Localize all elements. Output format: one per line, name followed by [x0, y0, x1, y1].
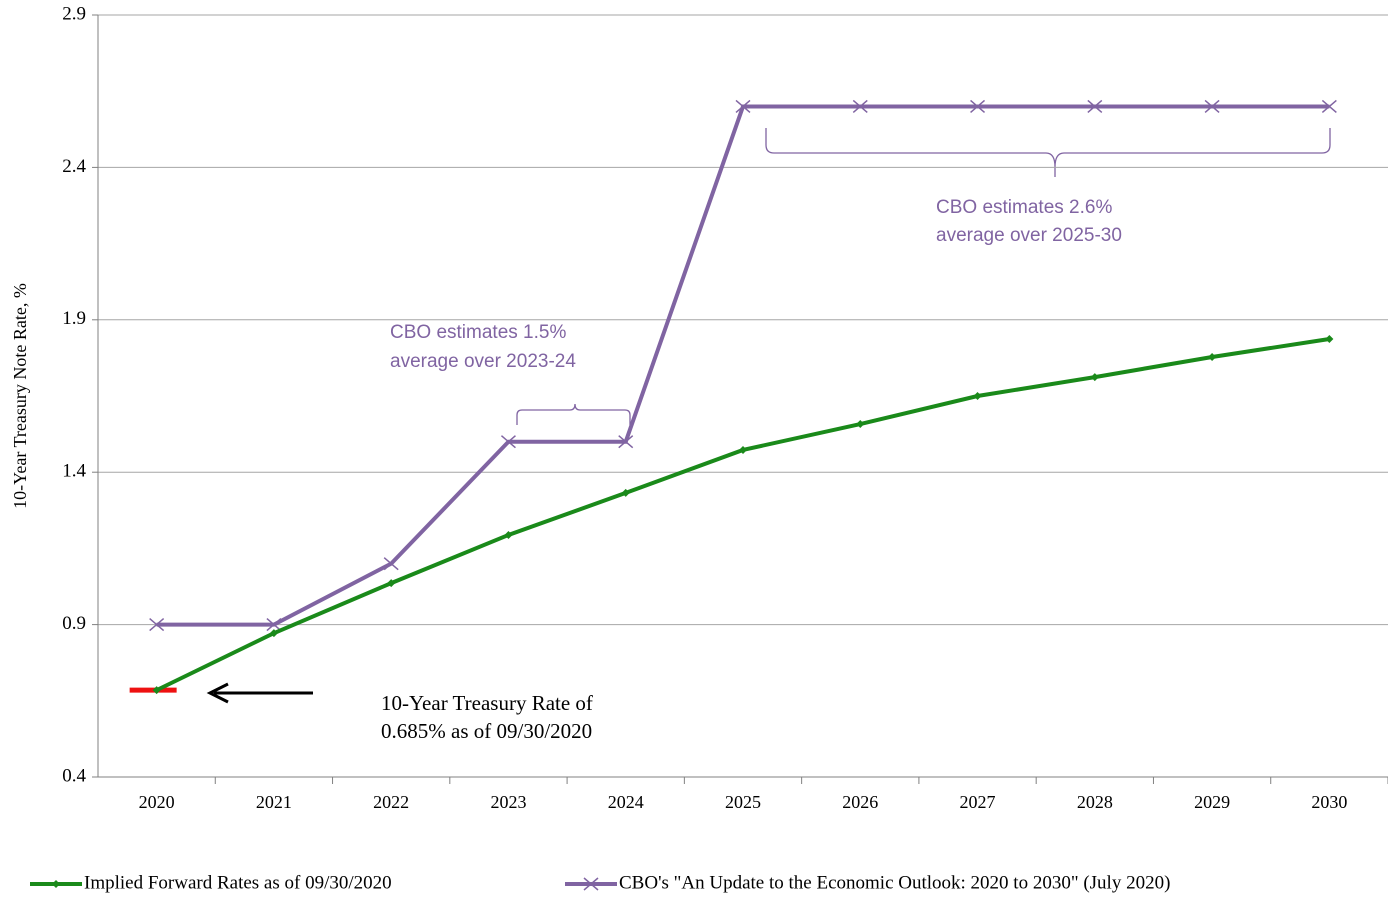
bracket	[765, 128, 1331, 177]
annotation: average over 2025-30	[936, 225, 1122, 246]
x-tick-label: 2020	[139, 792, 175, 812]
x-tick-label: 2023	[490, 792, 526, 812]
point	[1325, 335, 1334, 344]
legend-label: Implied Forward Rates as of 09/30/2020	[84, 872, 392, 893]
point	[152, 686, 161, 695]
point	[500, 435, 516, 449]
point	[856, 420, 865, 429]
annotation: CBO estimates 2.6%	[936, 197, 1112, 218]
point	[1090, 373, 1099, 382]
annotation: 0.685% as of 09/30/2020	[381, 719, 592, 743]
point	[269, 629, 278, 638]
point	[973, 392, 982, 400]
point	[1204, 99, 1220, 114]
y-tick-label: 0.9	[62, 613, 86, 634]
y-tick-label: 2.9	[62, 3, 86, 24]
point	[621, 488, 630, 497]
x-tick-label: 2021	[256, 792, 292, 812]
y-tick-label: 0.4	[62, 765, 86, 786]
legend-marker	[583, 877, 599, 891]
point	[970, 99, 986, 114]
y-axis-label: 10-Year Treasury Note Rate, %	[10, 283, 30, 509]
y-tick-label: 1.9	[62, 308, 86, 329]
x-tick-label: 2030	[1311, 792, 1347, 812]
point	[735, 99, 751, 114]
point	[1321, 99, 1337, 114]
point	[504, 530, 513, 539]
x-tick-label: 2028	[1077, 792, 1113, 812]
x-tick-label: 2029	[1194, 792, 1230, 812]
legend-marker	[52, 880, 60, 888]
series-line	[155, 337, 1330, 692]
legend-label: CBO's "An Update to the Economic Outlook…	[619, 872, 1170, 893]
point	[1208, 352, 1217, 361]
point	[266, 618, 282, 632]
bracket	[516, 403, 631, 425]
x-tick-label: 2026	[842, 792, 878, 812]
point	[383, 557, 399, 571]
x-tick-label: 2025	[725, 792, 761, 812]
x-tick-label: 2024	[608, 792, 644, 812]
x-tick-label: 2022	[373, 792, 409, 812]
point	[1087, 99, 1103, 114]
y-tick-label: 2.4	[62, 156, 86, 177]
point	[149, 618, 165, 632]
annotation: average over 2023-24	[390, 351, 576, 372]
arrow-head	[206, 682, 229, 704]
annotation: 10-Year Treasury Rate of	[381, 691, 593, 715]
point	[852, 99, 868, 114]
x-tick-label: 2027	[960, 792, 996, 812]
point	[739, 445, 747, 454]
point	[618, 435, 634, 449]
y-tick-label: 1.4	[62, 461, 86, 482]
annotation: CBO estimates 1.5%	[390, 322, 566, 343]
point	[387, 579, 396, 588]
